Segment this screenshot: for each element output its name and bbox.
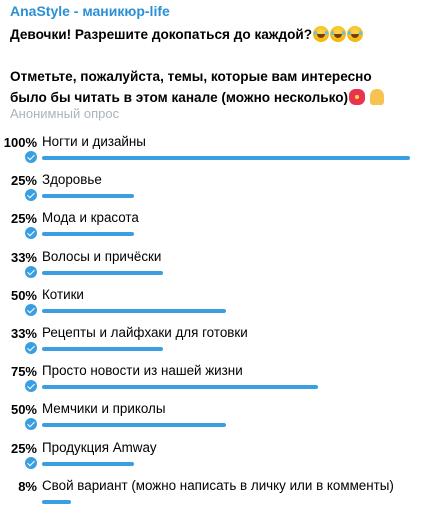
poll-option[interactable]: 75% Просто новости из нашей жизни [0,362,425,400]
poll-option-label: Мода и красота [42,210,139,226]
checkmark-icon [25,456,37,469]
poll-option[interactable]: 25% Здоровье [0,171,425,209]
poll-option-percent: 25% [10,173,37,189]
poll-type-label: Анонимный опрос [10,106,120,121]
checkmark-icon [25,342,37,354]
poll-option[interactable]: 50% Мемчики и приколы [0,400,425,438]
poll-option-label: Рецепты и лайфхаки для готовки [42,325,248,340]
poll-option-percent: 100% [3,135,37,150]
poll-option[interactable]: 8% Свой вариант (можно написать в личку и… [0,477,425,515]
poll-option-percent: 50% [10,402,37,418]
question-line-2: Отметьте, пожалуйста, темы, которые вам … [10,66,410,108]
poll-option-percent: 25% [10,440,37,456]
face-with-tears-of-joy-icon [347,26,364,42]
poll-option-bar [42,461,134,466]
poll-question: Девочки! Разрешите докопаться до каждой?… [10,24,410,108]
checkmark-icon [25,151,37,163]
poll-option-percent: 8% [18,478,37,494]
poll-option-label: Котики [42,286,84,302]
poll-option-percent: 25% [10,211,37,227]
question-line-2-text: Отметьте, пожалуйста, темы, которые вам … [10,69,372,105]
poll-option[interactable]: 25% Продукция Amway [0,439,425,477]
poll-option-label: Мемчики и приколы [42,401,166,417]
checkmark-icon [25,227,37,240]
poll-option-bar [42,308,226,313]
face-with-tears-of-joy-icon [313,26,330,42]
poll-option-label: Свой вариант (можно написать в личку или… [42,477,394,493]
poll-option-label: Ногти и дизайны [42,134,146,149]
checkmark-icon [25,418,37,431]
folded-hands-icon [369,89,384,105]
poll-option-bar [42,499,71,504]
poll-option-percent: 33% [10,326,37,341]
poll-option-bar [42,156,410,160]
poll-option[interactable]: 33% Волосы и причёски [0,248,425,286]
checkmark-icon [25,380,37,393]
poll-option-label: Продукция Amway [42,439,157,455]
poll-option-bar [42,347,163,351]
poll-option-label: Просто новости из нашей жизни [42,363,243,379]
poll-option-bar [42,270,163,275]
poll-option[interactable]: 50% Котики [0,286,425,324]
poll-option-label: Здоровье [42,172,102,188]
poll-option-percent: 75% [10,364,37,380]
poll-option-percent: 33% [10,249,37,265]
poll-option-label: Волосы и причёски [42,248,162,264]
poll-option-bar [42,385,318,390]
question-line-1: Девочки! Разрешите докопаться до каждой? [10,24,410,45]
checkmark-icon [25,265,37,278]
poll-option-percent: 50% [10,287,37,303]
poll-option[interactable]: 25% Мода и красота [0,209,425,247]
poll-option-bar [42,232,134,237]
question-line-1-text: Девочки! Разрешите докопаться до каждой? [10,27,313,42]
poll-option-bar [42,194,134,199]
poll-option[interactable]: 100% Ногти и дизайны [0,133,425,171]
poll-option[interactable]: 33% Рецепты и лайфхаки для готовки [0,324,425,362]
poll-option-bar [42,423,226,428]
hibiscus-icon [349,89,366,105]
face-with-tears-of-joy-icon [330,26,347,42]
checkmark-icon [25,303,37,316]
channel-title[interactable]: AnaStyle - маникюр-life [10,3,170,19]
checkmark-icon [25,189,37,202]
